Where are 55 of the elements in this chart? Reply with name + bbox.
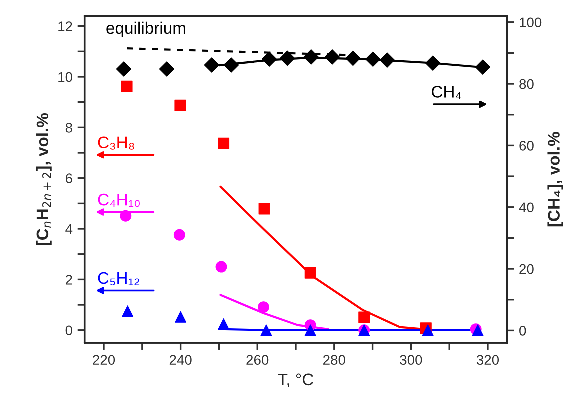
point	[218, 318, 230, 330]
y2-tick-label: 80	[520, 79, 534, 90]
x-tick-label: 260	[246, 355, 269, 366]
point	[121, 80, 133, 92]
point	[122, 306, 134, 318]
point	[218, 138, 230, 150]
y-axis-title: [C$_{n}$H$_{2n+2}$], vol.%	[36, 113, 52, 246]
y2-tick-label: 0	[520, 326, 526, 336]
x-tick-label: 240	[170, 355, 192, 366]
line-series	[220, 294, 330, 330]
point	[260, 324, 272, 336]
point	[346, 50, 361, 66]
point	[324, 50, 340, 65]
y-tick-label: 10	[58, 72, 72, 82]
y2-tick-label: 20	[520, 264, 534, 274]
point	[174, 100, 186, 112]
y-tick-label: 6	[66, 174, 72, 184]
series-label: equilibrium	[106, 22, 186, 38]
point	[358, 312, 370, 324]
y-tick-label: 8	[66, 123, 72, 133]
point	[159, 62, 175, 77]
y-tick-label: 0	[66, 326, 72, 336]
series-label: CH₄	[432, 86, 462, 100]
point	[425, 56, 441, 72]
point	[366, 52, 381, 67]
x-tick-label: 300	[400, 355, 422, 366]
y-tick-label: 12	[58, 22, 72, 32]
point	[304, 324, 316, 336]
y-tick-label: 4	[66, 224, 73, 234]
y-tick-label: 2	[66, 275, 72, 285]
y2-tick-label: 60	[520, 141, 534, 151]
point	[116, 62, 132, 77]
x-axis-title: T, °C	[278, 374, 314, 388]
point	[280, 50, 296, 66]
x-tick-label: 320	[476, 355, 500, 366]
point	[204, 58, 220, 73]
y2-axis-title: [CH₄], vol.%	[548, 132, 564, 227]
point	[262, 52, 278, 67]
point	[258, 203, 270, 215]
point	[304, 50, 319, 65]
y2-tick-label: 100	[520, 18, 542, 28]
series-label: C₅H₁₂	[98, 272, 140, 286]
point	[174, 229, 186, 241]
point	[175, 311, 187, 323]
x-tick-label: 280	[324, 355, 346, 366]
text: C₃H₈	[98, 136, 134, 150]
point	[258, 302, 270, 314]
series-label: C₄H₁₀	[98, 194, 140, 208]
y2-tick-label: 40	[519, 202, 534, 213]
point	[304, 267, 316, 279]
point	[380, 52, 396, 68]
point	[216, 261, 228, 273]
point	[475, 60, 491, 76]
point	[224, 58, 240, 73]
x-tick-label: 220	[93, 355, 116, 366]
